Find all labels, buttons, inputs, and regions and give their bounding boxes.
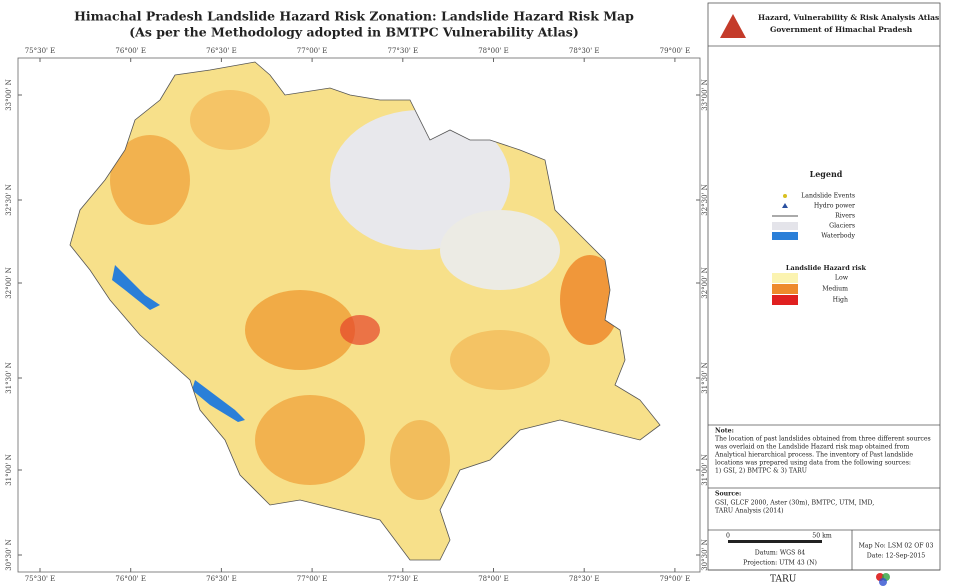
longitude-label: 78°00' E (478, 575, 509, 583)
legend-symbol (783, 194, 787, 198)
latitude-label: 33°00' N (5, 79, 13, 111)
atlas-subtitle: Government of Himachal Pradesh (770, 25, 913, 34)
latitude-label: 32°30' N (5, 184, 13, 216)
right-panel: Hazard, Vulnerability & Risk Analysis At… (707, 2, 941, 586)
longitude-label: 77°00' E (297, 47, 328, 55)
note-line: locations was prepared using data from t… (715, 460, 911, 467)
legend-label: Hydro power (814, 203, 855, 210)
latitude-label: 32°00' N (5, 267, 13, 299)
map-title: Himachal Pradesh Landslide Hazard Risk Z… (74, 9, 634, 24)
longitude-label: 77°30' E (388, 47, 419, 55)
longitude-label: 76°30' E (206, 47, 237, 55)
legend-title: Legend (810, 169, 843, 179)
latitude-label: 31°00' N (5, 454, 13, 486)
scale-end: 50 km (812, 533, 832, 540)
longitude-label: 78°30' E (569, 47, 600, 55)
map-date: Date: 12-Sep-2015 (867, 553, 926, 560)
latitude-label: 30°30' N (5, 539, 13, 571)
longitude-label: 79°00' E (660, 575, 691, 583)
longitude-label: 78°30' E (569, 575, 600, 583)
legend-swatch (772, 273, 798, 283)
longitude-label: 76°00' E (115, 47, 146, 55)
risk-title: Landslide Hazard risk (786, 264, 867, 272)
note-line: was overlaid on the Landslide Hazard ris… (715, 444, 909, 451)
longitude-label: 76°30' E (206, 575, 237, 583)
projection: Projection: UTM 43 (N) (743, 560, 817, 567)
legend-label: Rivers (835, 213, 855, 220)
legend-label: Landslide Events (801, 193, 855, 200)
latitude-label: 31°30' N (5, 362, 13, 394)
latitude-label: 31°30' N (701, 362, 709, 394)
longitude-label: 76°00' E (115, 575, 146, 583)
latitude-label: 32°30' N (701, 184, 709, 216)
legend-swatch (772, 295, 798, 305)
note-heading: Note: (715, 428, 734, 435)
note-line: Analytical hierarchical process. The inv… (714, 452, 913, 459)
longitude-label: 75°30' E (25, 47, 56, 55)
legend-label: Waterbody (821, 233, 855, 240)
legend-swatch (772, 284, 798, 294)
scale-start: 0 (726, 533, 730, 540)
legend-symbol (782, 203, 788, 208)
map-number: Map No: LSM 02 OF 03 (859, 543, 934, 550)
latitude-label: 32°00' N (701, 267, 709, 299)
legend-items: Landslide Events Hydro power Rivers Glacier… (801, 193, 855, 240)
legend-symbol (772, 222, 798, 230)
scale-bar (728, 540, 822, 543)
legend-label: Low (835, 275, 849, 282)
atlas-title: Hazard, Vulnerability & Risk Analysis At… (758, 13, 939, 22)
latitude-label: 31°00' N (701, 454, 709, 486)
source-heading: Source: (715, 491, 741, 498)
longitude-label: 79°00' E (660, 47, 691, 55)
map-subtitle: (As per the Methodology adopted in BMTPC… (129, 25, 579, 40)
footer-icon (879, 578, 887, 586)
source-line: TARU Analysis (2014) (715, 508, 784, 515)
source: GSI, GLCF 2000, Aster (30m), BMTPC, UTM,… (715, 500, 874, 515)
longitude-label: 77°30' E (388, 575, 419, 583)
datum: Datum: WGS 84 (755, 550, 805, 557)
risk-items: Low Medium High (822, 275, 848, 304)
legend-label: Medium (822, 286, 848, 293)
note-line: 1) GSI, 2) BMTPC & 3) TARU (715, 468, 807, 475)
note: The location of past landslides obtained… (714, 436, 931, 475)
latitude-label: 30°30' N (701, 539, 709, 571)
legend-label: Glaciers (829, 223, 855, 230)
atlas-logo (720, 14, 746, 38)
latitude-label: 33°00' N (701, 79, 709, 111)
longitude-label: 75°30' E (25, 575, 56, 583)
legend-symbol (772, 232, 798, 240)
footer-logo: TARU (770, 575, 797, 585)
note-line: The location of past landslides obtained… (715, 436, 931, 443)
source-line: GSI, GLCF 2000, Aster (30m), BMTPC, UTM,… (715, 500, 874, 507)
legend-label: High (833, 297, 848, 304)
longitude-label: 78°00' E (478, 47, 509, 55)
longitude-label: 77°00' E (297, 575, 328, 583)
graticule: 75°30' E 75°30' E 76°00' E 76°00' E 76°30' E… (5, 47, 709, 583)
